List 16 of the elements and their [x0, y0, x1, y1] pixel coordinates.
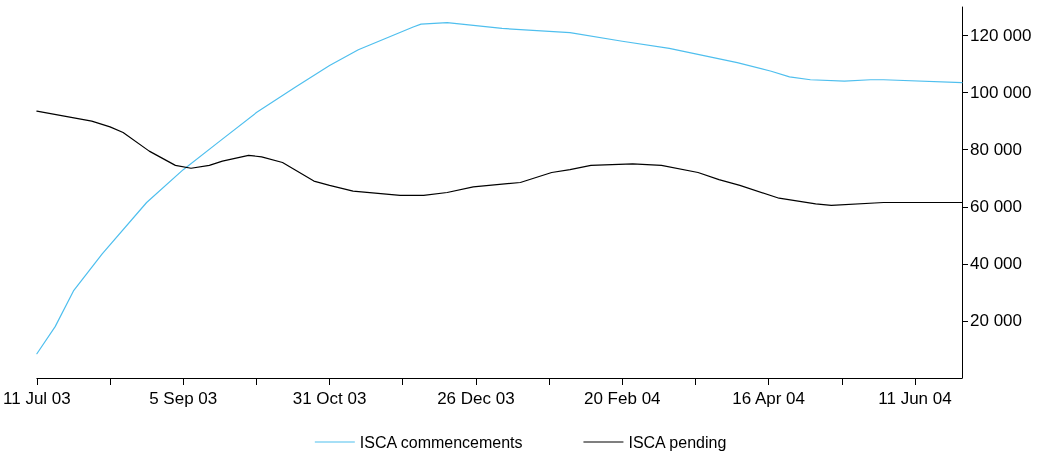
- y-tick-label: 100 000: [970, 83, 1032, 103]
- line-series: [36, 22, 963, 355]
- x-tick-label: 26 Dec 03: [437, 389, 515, 408]
- x-tick-label: 11 Jun 04: [878, 389, 952, 408]
- x-tick-label: 11 Jul 03: [3, 389, 71, 408]
- x-tick-label: 5 Sep 03: [149, 389, 218, 408]
- x-tick-label: 16 Apr 04: [732, 389, 805, 408]
- y-tick-label: 40 000: [970, 254, 1022, 274]
- y-tick-label: 120 000: [970, 26, 1032, 46]
- x-tick-label: 20 Feb 04: [583, 389, 661, 408]
- legend-label: ISCA pending: [628, 433, 727, 451]
- y-tick-label: 80 000: [970, 140, 1022, 160]
- x-tick-label: 31 Oct 03: [292, 389, 367, 408]
- legend-label: ISCA commencements: [359, 433, 523, 451]
- y-tick-label: 60 000: [970, 197, 1022, 217]
- y-tick-label: 20 000: [970, 311, 1022, 331]
